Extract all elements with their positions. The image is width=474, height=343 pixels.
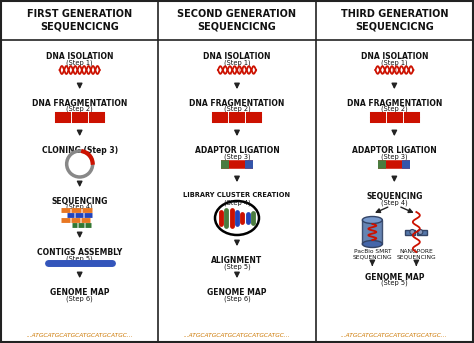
Text: ...ATGCATGCATGCATGCATGCATGC...: ...ATGCATGCATGCATGCATGCATGC... bbox=[341, 333, 447, 338]
Text: SECOND GENERATION
SEQUENCICNG: SECOND GENERATION SEQUENCICNG bbox=[177, 9, 297, 31]
Text: (Step 5): (Step 5) bbox=[381, 280, 408, 286]
Text: NANOPORE
SEQUENCING: NANOPORE SEQUENCING bbox=[397, 249, 436, 260]
Text: THIRD GENERATION
SEQUENCICNG: THIRD GENERATION SEQUENCICNG bbox=[341, 9, 448, 31]
Text: ...ATGCATGCATGCATGCATGCATGC...: ...ATGCATGCATGCATGCATGCATGC... bbox=[184, 333, 290, 338]
Text: (Step 2): (Step 2) bbox=[224, 106, 250, 113]
Text: DNA FRAGMENTATION: DNA FRAGMENTATION bbox=[189, 99, 285, 108]
Text: (Step 2): (Step 2) bbox=[66, 106, 93, 113]
Text: CONTIGS ASSEMBLY: CONTIGS ASSEMBLY bbox=[37, 248, 122, 257]
Text: (Step 4): (Step 4) bbox=[381, 199, 408, 205]
Text: PacBio SMRT
SEQUENCING: PacBio SMRT SEQUENCING bbox=[353, 249, 392, 260]
Text: (Step 1): (Step 1) bbox=[66, 59, 93, 66]
Text: (Step 1): (Step 1) bbox=[224, 59, 250, 66]
Text: (Step 4): (Step 4) bbox=[224, 199, 250, 205]
Text: (Step 4): (Step 4) bbox=[66, 204, 93, 211]
Text: GENOME MAP: GENOME MAP bbox=[207, 288, 267, 297]
Text: DNA ISOLATION: DNA ISOLATION bbox=[203, 52, 271, 61]
Text: SEQUENCING: SEQUENCING bbox=[52, 197, 108, 206]
Text: FIRST GENERATION
SEQUENCICNG: FIRST GENERATION SEQUENCICNG bbox=[27, 9, 132, 31]
Ellipse shape bbox=[362, 240, 383, 248]
Text: (Step 1): (Step 1) bbox=[381, 59, 408, 66]
Text: DNA FRAGMENTATION: DNA FRAGMENTATION bbox=[346, 99, 442, 108]
Text: DNA ISOLATION: DNA ISOLATION bbox=[46, 52, 113, 61]
Text: (Step 2): (Step 2) bbox=[381, 106, 408, 113]
Text: (Step 5): (Step 5) bbox=[224, 263, 250, 270]
Text: DNA ISOLATION: DNA ISOLATION bbox=[361, 52, 428, 61]
Text: ALIGNMENT: ALIGNMENT bbox=[211, 256, 263, 265]
FancyBboxPatch shape bbox=[362, 220, 383, 244]
Text: (Step 6): (Step 6) bbox=[224, 295, 250, 301]
Text: (Step 3): (Step 3) bbox=[224, 153, 250, 159]
Text: GENOME MAP: GENOME MAP bbox=[50, 288, 109, 297]
Circle shape bbox=[410, 229, 415, 235]
FancyBboxPatch shape bbox=[418, 229, 428, 235]
Text: (Step 5): (Step 5) bbox=[66, 255, 93, 261]
Circle shape bbox=[418, 229, 423, 235]
Text: ADAPTOR LIGATION: ADAPTOR LIGATION bbox=[195, 146, 279, 155]
Text: DNA FRAGMENTATION: DNA FRAGMENTATION bbox=[32, 99, 128, 108]
Text: SEQUENCING: SEQUENCING bbox=[366, 192, 422, 201]
Text: ADAPTOR LIGATION: ADAPTOR LIGATION bbox=[352, 146, 437, 155]
FancyBboxPatch shape bbox=[405, 229, 415, 235]
Text: (Step 3): (Step 3) bbox=[381, 153, 408, 159]
Text: GENOME MAP: GENOME MAP bbox=[365, 273, 424, 282]
Text: (Step 6): (Step 6) bbox=[66, 295, 93, 301]
Ellipse shape bbox=[362, 216, 383, 224]
Text: LIBRARY CLUSTER CREATION: LIBRARY CLUSTER CREATION bbox=[183, 192, 291, 198]
Text: ...ATGCATGCATGCATGCATGCATGC...: ...ATGCATGCATGCATGCATGCATGC... bbox=[27, 333, 133, 338]
Text: CLONING (Step 3): CLONING (Step 3) bbox=[42, 146, 118, 155]
